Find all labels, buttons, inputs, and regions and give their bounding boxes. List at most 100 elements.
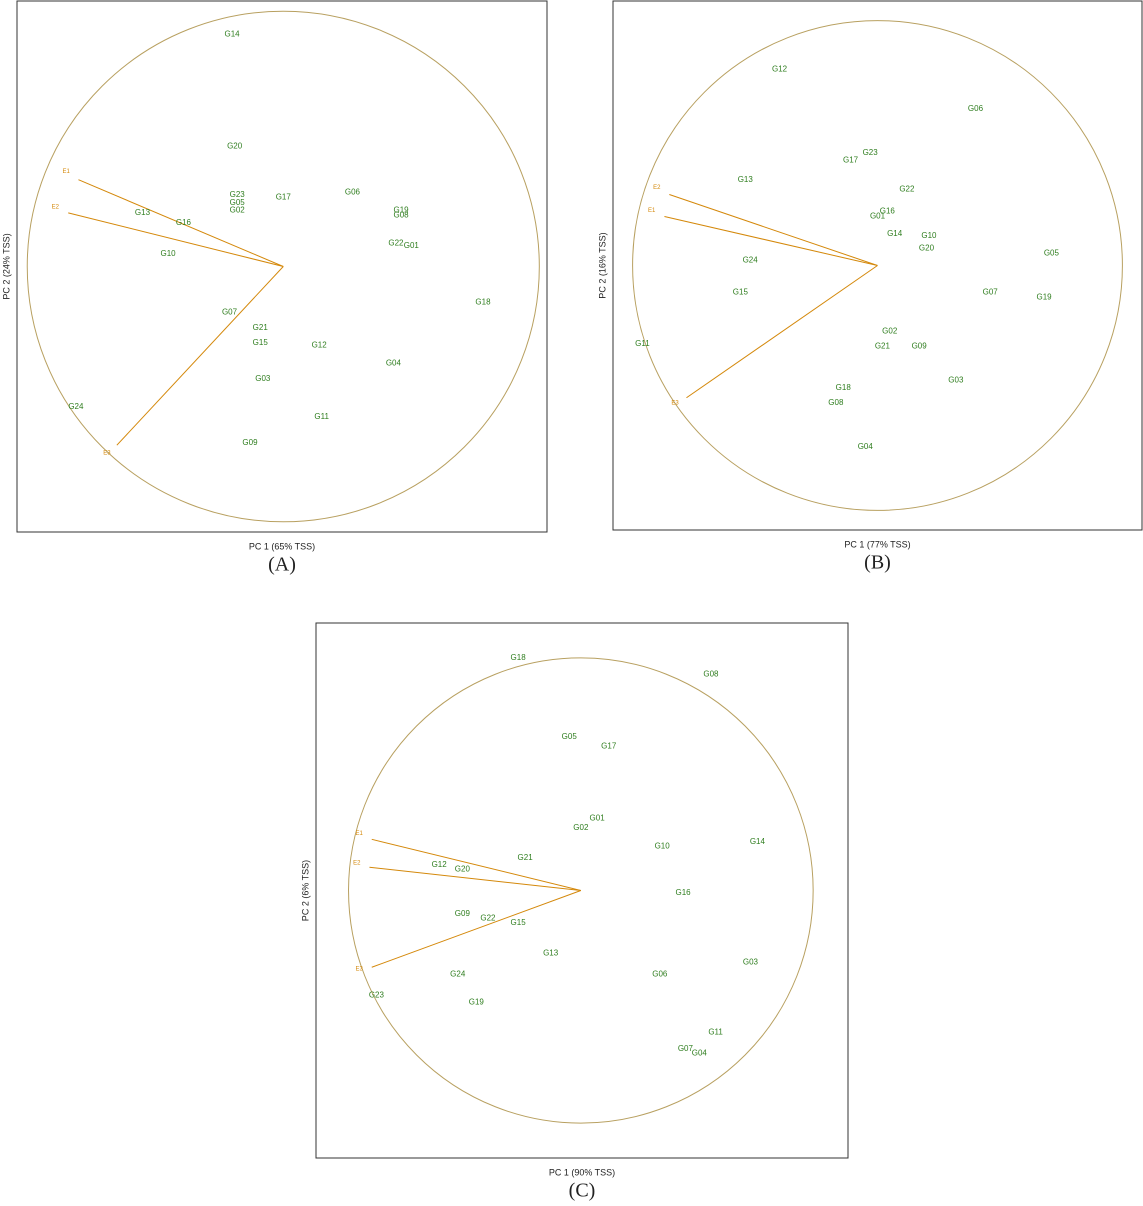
environment-vector xyxy=(669,194,878,266)
genotype-label: G08 xyxy=(393,211,409,220)
genotype-label: G05 xyxy=(562,732,578,741)
genotype-label: G24 xyxy=(743,256,759,265)
genotype-label: G08 xyxy=(703,669,719,678)
x-axis-label: PC 1 (90% TSS) xyxy=(549,1167,615,1177)
genotype-label: G09 xyxy=(912,341,928,350)
genotype-label: G18 xyxy=(511,653,527,662)
y-axis-label: PC 2 (24% TSS) xyxy=(1,233,11,299)
plot-frame xyxy=(315,622,849,1159)
genotype-label: G22 xyxy=(480,914,496,923)
genotype-label: G06 xyxy=(345,188,361,197)
genotype-label: G16 xyxy=(675,888,691,897)
environment-vector xyxy=(371,890,582,968)
genotype-label: G23 xyxy=(369,990,385,999)
environment-vector xyxy=(369,866,581,891)
genotype-label: G04 xyxy=(692,1048,708,1057)
plot-frame xyxy=(612,0,1143,531)
genotype-label: G07 xyxy=(678,1044,694,1053)
unit-circle xyxy=(26,10,540,523)
panel-label: (B) xyxy=(864,552,891,574)
genotype-label: G21 xyxy=(875,341,891,350)
genotype-label: G01 xyxy=(870,212,886,221)
genotype-label: G14 xyxy=(225,29,241,38)
genotype-label: G16 xyxy=(176,218,192,227)
genotype-label: G14 xyxy=(750,837,766,846)
genotype-label: G11 xyxy=(314,412,329,421)
genotype-label: G07 xyxy=(222,308,238,317)
environment-vector xyxy=(686,265,878,399)
genotype-label: G09 xyxy=(455,909,471,918)
genotype-label: G03 xyxy=(255,374,271,383)
genotype-label: G19 xyxy=(1036,292,1052,301)
environment-label: E1 xyxy=(356,831,364,837)
panel-label: (A) xyxy=(268,554,296,576)
genotype-label: G16 xyxy=(880,207,896,216)
environment-vector xyxy=(116,266,284,446)
genotype-label: G02 xyxy=(882,327,898,336)
genotype-label: G14 xyxy=(887,229,903,238)
genotype-label: G06 xyxy=(968,104,984,113)
genotype-label: G23 xyxy=(863,148,879,157)
genotype-label: G05 xyxy=(1044,248,1060,257)
genotype-label: G11 xyxy=(708,1028,723,1037)
genotype-label: G23 xyxy=(230,190,246,199)
genotype-label: G05 xyxy=(230,198,246,207)
genotype-label: G18 xyxy=(836,383,852,392)
genotype-label: G10 xyxy=(655,841,671,850)
genotype-label: G20 xyxy=(227,142,243,151)
genotype-label: G22 xyxy=(388,239,404,248)
environment-vector xyxy=(664,216,878,266)
genotype-label: G20 xyxy=(919,243,935,252)
genotype-label: G03 xyxy=(948,376,964,385)
genotype-label: G17 xyxy=(601,741,617,750)
genotype-label: G22 xyxy=(899,185,915,194)
unit-circle xyxy=(632,20,1123,511)
environment-label: E2 xyxy=(653,185,661,191)
genotype-label: G24 xyxy=(68,402,84,411)
genotype-label: G24 xyxy=(450,969,466,978)
genotype-label: G08 xyxy=(828,398,844,407)
environment-label: E3 xyxy=(671,400,679,406)
genotype-label: G15 xyxy=(511,918,527,927)
genotype-label: G02 xyxy=(573,823,589,832)
environment-vector xyxy=(78,179,284,267)
genotype-label: G13 xyxy=(135,208,151,217)
genotype-label: G21 xyxy=(518,853,534,862)
genotype-label: G18 xyxy=(475,297,491,306)
genotype-label: G01 xyxy=(404,241,420,250)
genotype-label: G15 xyxy=(733,288,749,297)
genotype-label: G20 xyxy=(455,865,471,874)
genotype-label: G15 xyxy=(253,338,269,347)
genotype-label: G06 xyxy=(652,969,668,978)
environment-vector xyxy=(68,212,284,267)
genotype-label: G04 xyxy=(386,359,402,368)
y-axis-label: PC 2 (6% TSS) xyxy=(300,860,310,921)
x-axis-label: PC 1 (77% TSS) xyxy=(844,539,910,549)
genotype-label: G10 xyxy=(921,231,937,240)
genotype-label: G13 xyxy=(543,948,559,957)
genotype-label: G01 xyxy=(590,814,606,823)
environment-label: E2 xyxy=(353,860,361,866)
environment-vector xyxy=(371,838,581,891)
y-axis-label: PC 2 (16% TSS) xyxy=(597,232,607,298)
genotype-label: G21 xyxy=(253,323,269,332)
genotype-label: G12 xyxy=(772,65,788,74)
genotype-label: G19 xyxy=(469,997,485,1006)
genotype-label: G04 xyxy=(858,442,874,451)
unit-circle xyxy=(348,657,814,1124)
genotype-label: G12 xyxy=(312,341,328,350)
x-axis-label: PC 1 (65% TSS) xyxy=(249,541,315,551)
genotype-label: G03 xyxy=(743,958,759,967)
environment-label: E3 xyxy=(103,451,111,457)
genotype-label: G17 xyxy=(276,193,292,202)
genotype-label: G12 xyxy=(432,860,448,869)
genotype-label: G10 xyxy=(161,249,177,258)
plot-frame xyxy=(16,0,548,533)
environment-label: E2 xyxy=(52,204,60,210)
environment-label: E1 xyxy=(62,169,70,175)
genotype-label: G07 xyxy=(983,288,999,297)
genotype-label: G09 xyxy=(242,438,258,447)
genotype-label: G13 xyxy=(738,175,754,184)
genotype-label: G11 xyxy=(635,339,650,348)
